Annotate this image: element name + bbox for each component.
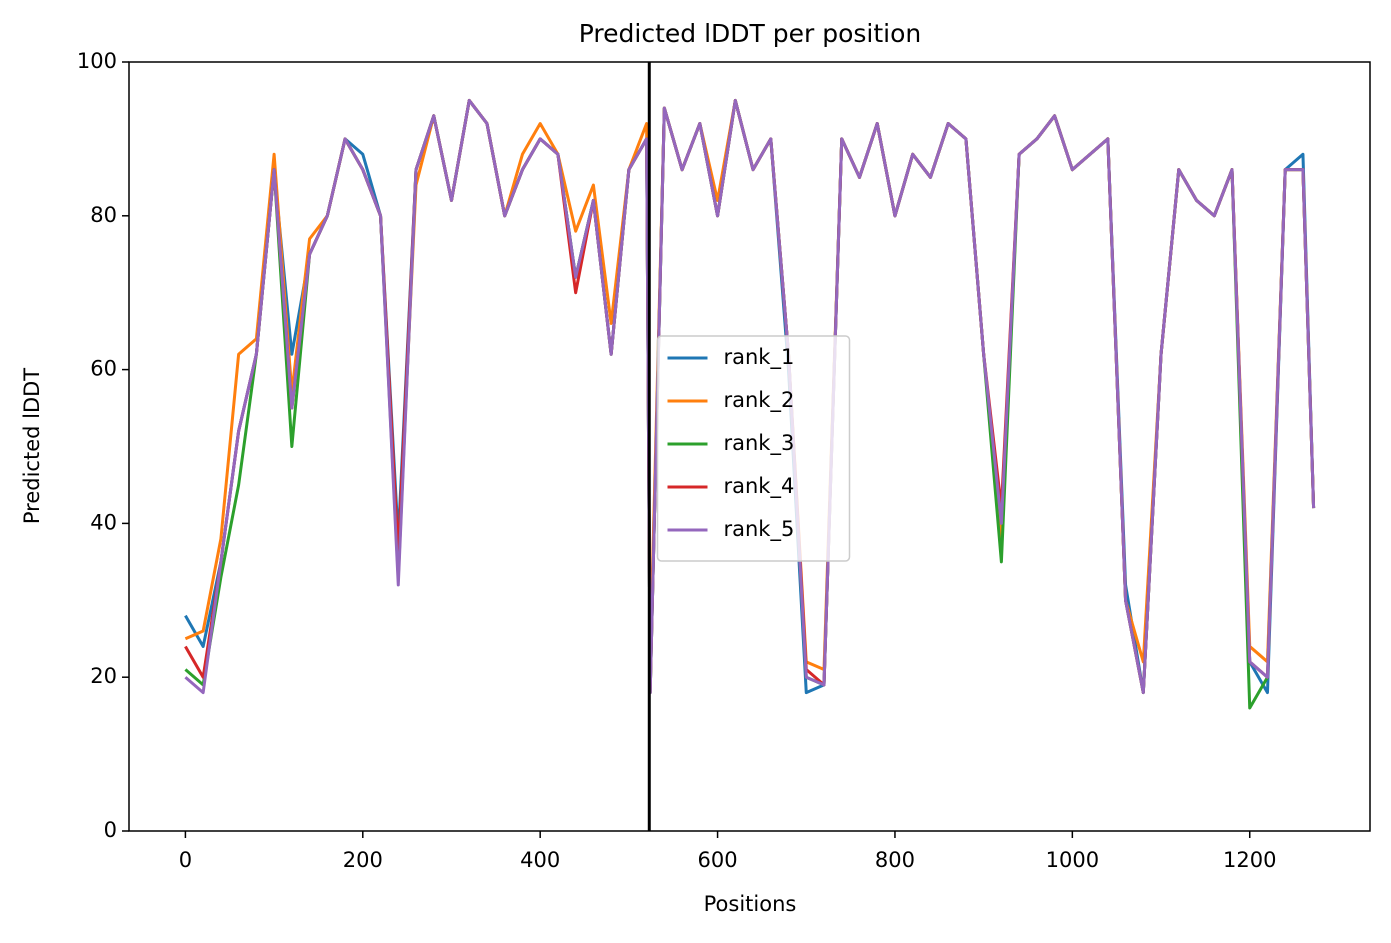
legend: rank_1 rank_2 rank_3 rank_4 rank_5 [656,335,851,562]
y-tick-label: 100 [77,49,117,73]
x-tick-label: 1000 [1046,848,1099,872]
y-tick-label: 0 [104,818,117,842]
y-tick-label: 80 [90,203,117,227]
plot-frame [128,61,1371,832]
x-tick-label: 0 [179,848,192,872]
legend-label: rank_2 [724,388,795,413]
line-series [184,98,1316,695]
y-tick-label: 40 [90,510,117,534]
x-axis-label: Positions [704,892,797,916]
y-tick-label: 20 [90,664,117,688]
chart-title: Predicted lDDT per position [579,19,921,48]
x-tick-label: 400 [520,848,560,872]
x-tick-label: 600 [698,848,738,872]
x-tick-label: 1200 [1223,848,1276,872]
x-tick-label: 800 [875,848,915,872]
y-axis-label: Predicted lDDT [20,368,44,524]
legend-label: rank_3 [724,431,795,456]
legend-box [656,335,851,562]
legend-label: rank_4 [724,474,795,499]
legend-label: rank_5 [724,517,795,542]
legend-label: rank_1 [724,345,795,370]
x-tick-label: 200 [343,848,383,872]
y-tick-label: 60 [90,357,117,381]
